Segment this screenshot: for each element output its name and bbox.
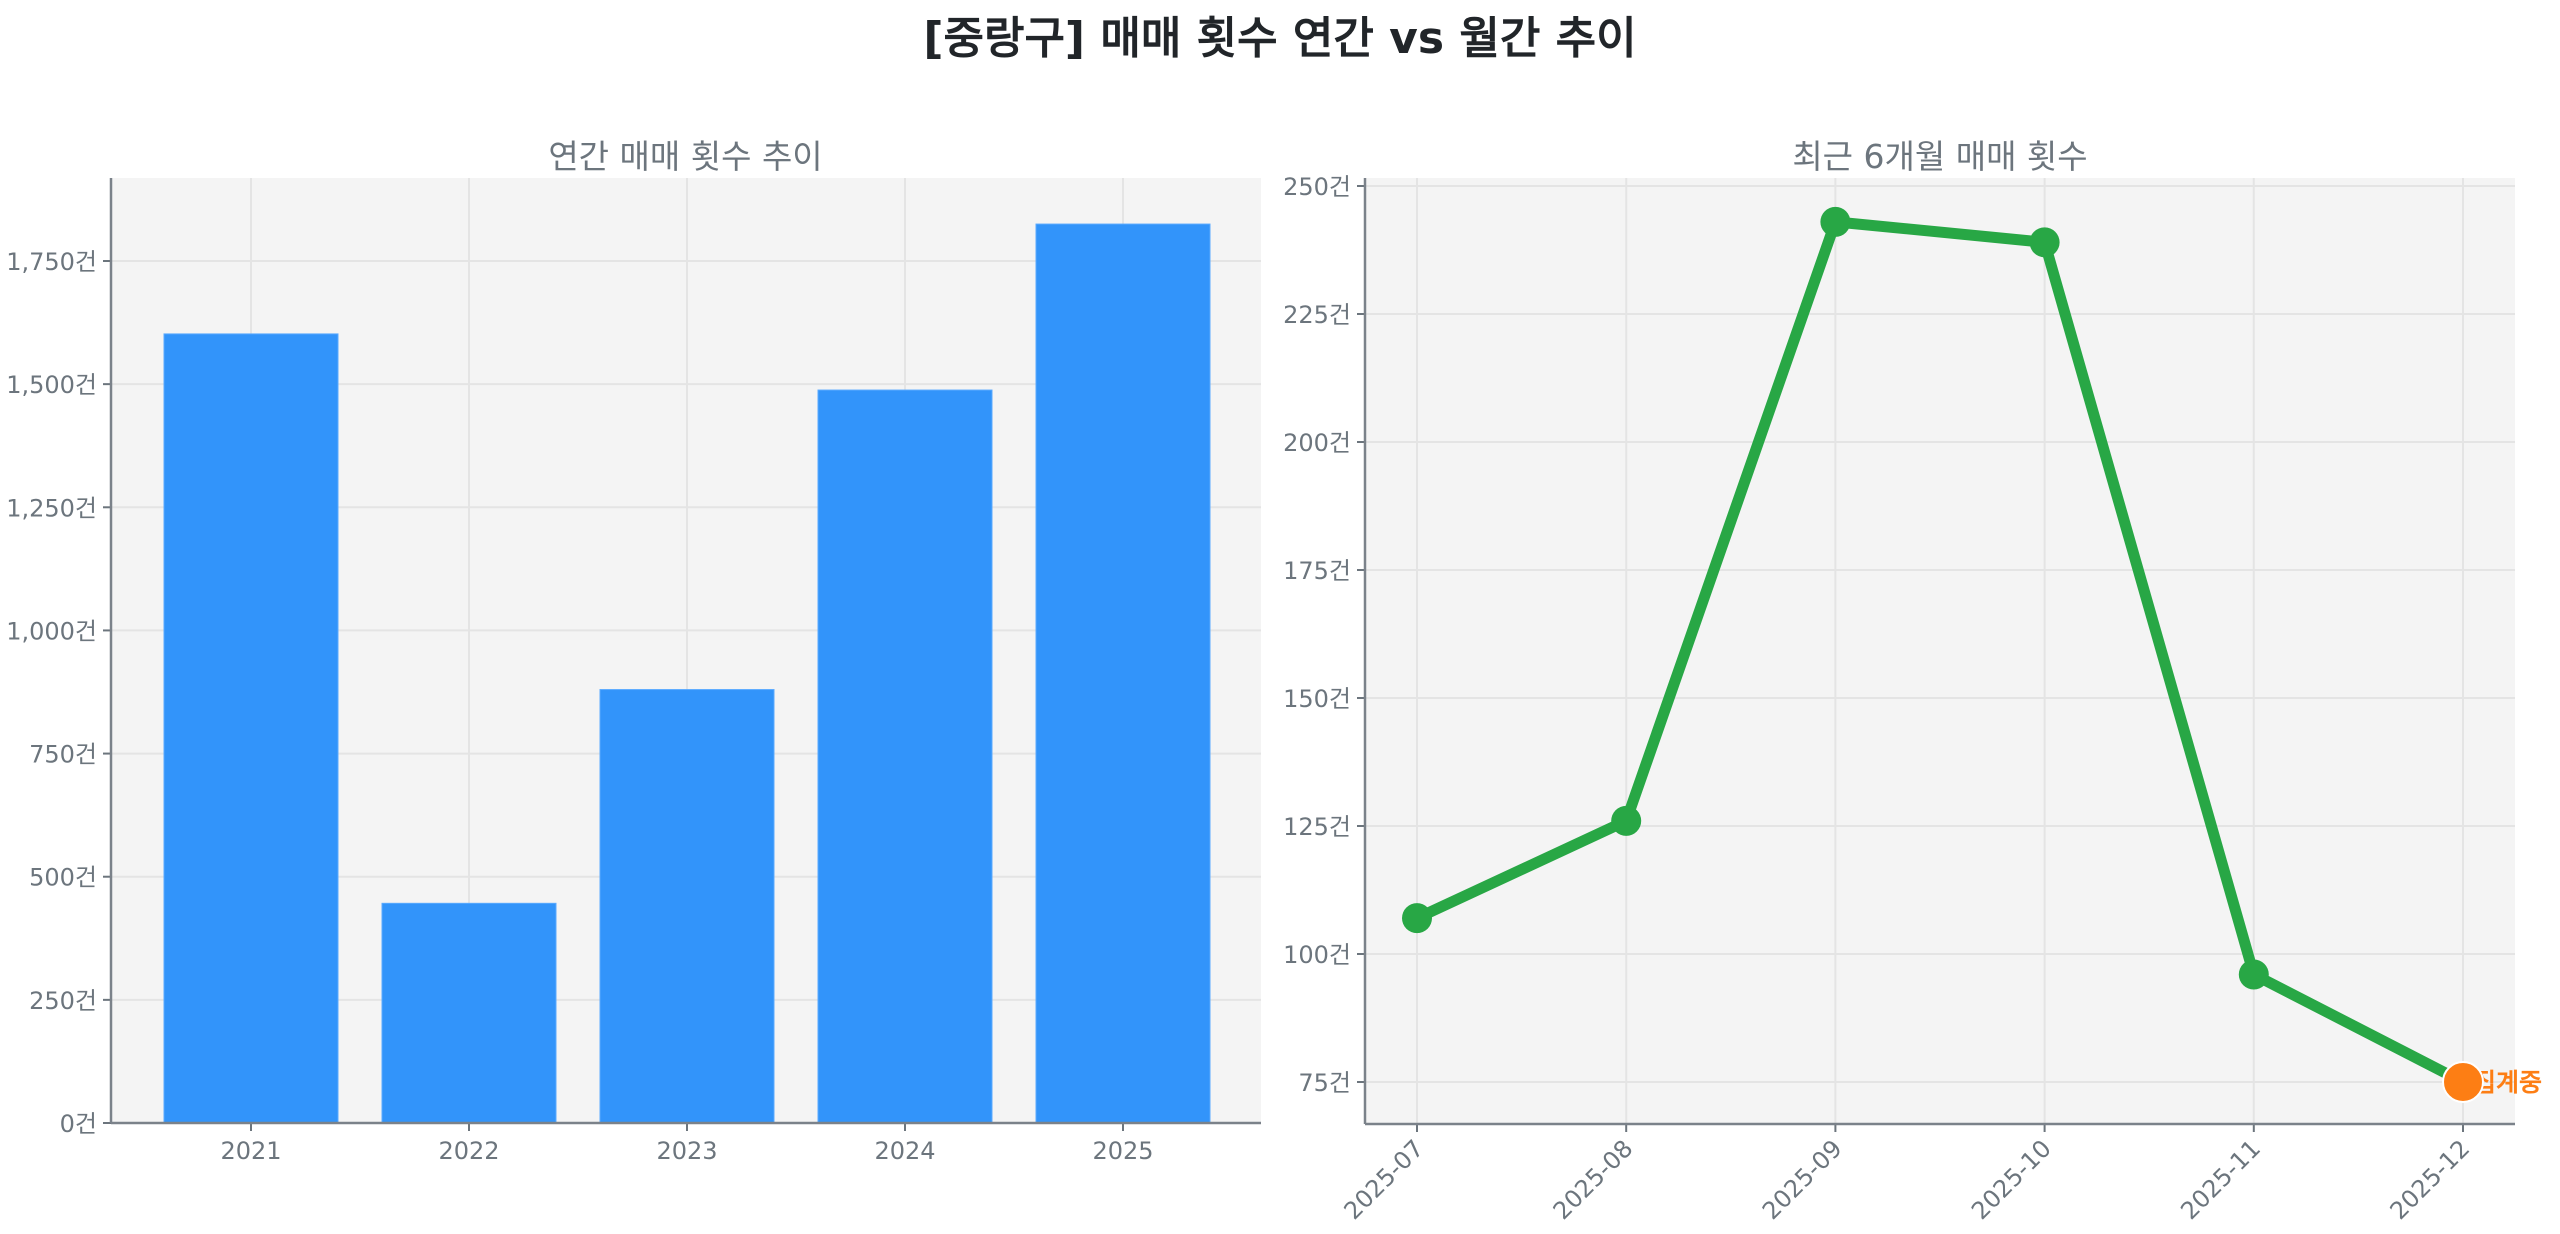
y-tick-label: 1,000건 bbox=[6, 617, 97, 645]
x-tick-label: 2022 bbox=[438, 1137, 499, 1165]
x-tick-label: 2024 bbox=[874, 1137, 935, 1165]
x-tick-label: 2025-07 bbox=[1339, 1134, 1430, 1225]
y-tick-label: 200건 bbox=[1283, 429, 1351, 457]
y-tick-label: 125건 bbox=[1283, 813, 1351, 841]
data-point-2025-08 bbox=[1611, 805, 1642, 836]
x-tick-label: 2025-12 bbox=[2385, 1134, 2476, 1225]
bar-2022 bbox=[381, 902, 557, 1124]
y-tick-label: 500건 bbox=[29, 864, 97, 892]
bar-2025 bbox=[1035, 223, 1211, 1124]
y-tick-label: 250건 bbox=[1283, 173, 1351, 201]
y-tick-label: 225건 bbox=[1283, 301, 1351, 329]
y-tick-label: 175건 bbox=[1283, 557, 1351, 585]
left-chart-title: 연간 매매 횟수 추이 bbox=[548, 137, 823, 176]
data-point-2025-07 bbox=[1402, 903, 1432, 934]
x-tick-label: 2025-11 bbox=[2175, 1134, 2266, 1225]
y-tick-label: 100건 bbox=[1283, 941, 1351, 969]
figure-title: [중랑구] 매매 횟수 연간 vs 월간 추이 bbox=[923, 13, 1637, 64]
x-tick-label: 2025-08 bbox=[1548, 1134, 1639, 1225]
x-tick-label: 2023 bbox=[656, 1137, 717, 1165]
bar-2023 bbox=[599, 689, 775, 1124]
y-tick-label: 1,500건 bbox=[6, 371, 97, 399]
highlight-point bbox=[2442, 1061, 2484, 1103]
right-chart-title: 최근 6개월 매매 횟수 bbox=[1792, 137, 2088, 176]
y-tick-label: 250건 bbox=[29, 987, 97, 1015]
line-chart-monthly: 집계중 2025-07 2025-08 2025-09 2025-10 2025-11 20… bbox=[1283, 173, 2542, 1225]
plot-area bbox=[1365, 178, 2515, 1124]
y-tick-label: 1,250건 bbox=[6, 494, 97, 522]
bar-2021 bbox=[163, 333, 339, 1124]
x-tick-label: 2025-09 bbox=[1757, 1134, 1848, 1225]
y-tick-label: 1,750건 bbox=[6, 248, 97, 276]
x-tick-label: 2025-10 bbox=[1966, 1134, 2057, 1225]
x-tick-label: 2021 bbox=[220, 1137, 281, 1165]
data-point-2025-09 bbox=[1820, 206, 1851, 237]
pending-label: 집계중 bbox=[2473, 1068, 2542, 1097]
data-point-2025-10 bbox=[2029, 227, 2060, 258]
trend-line bbox=[1414, 216, 2466, 1087]
x-tick-label: 2025 bbox=[1092, 1137, 1153, 1165]
data-point-2025-11 bbox=[2238, 959, 2269, 990]
bar-2024 bbox=[817, 389, 993, 1124]
y-tick-label: 750건 bbox=[29, 741, 97, 769]
bar-chart-annual: 2021 2022 2023 2024 2025 0건 250건 500건 750건 1,000건… bbox=[6, 178, 1261, 1165]
y-tick-label: 150건 bbox=[1283, 685, 1351, 713]
y-tick-label: 75건 bbox=[1298, 1069, 1351, 1097]
y-tick-label: 0건 bbox=[60, 1110, 97, 1138]
